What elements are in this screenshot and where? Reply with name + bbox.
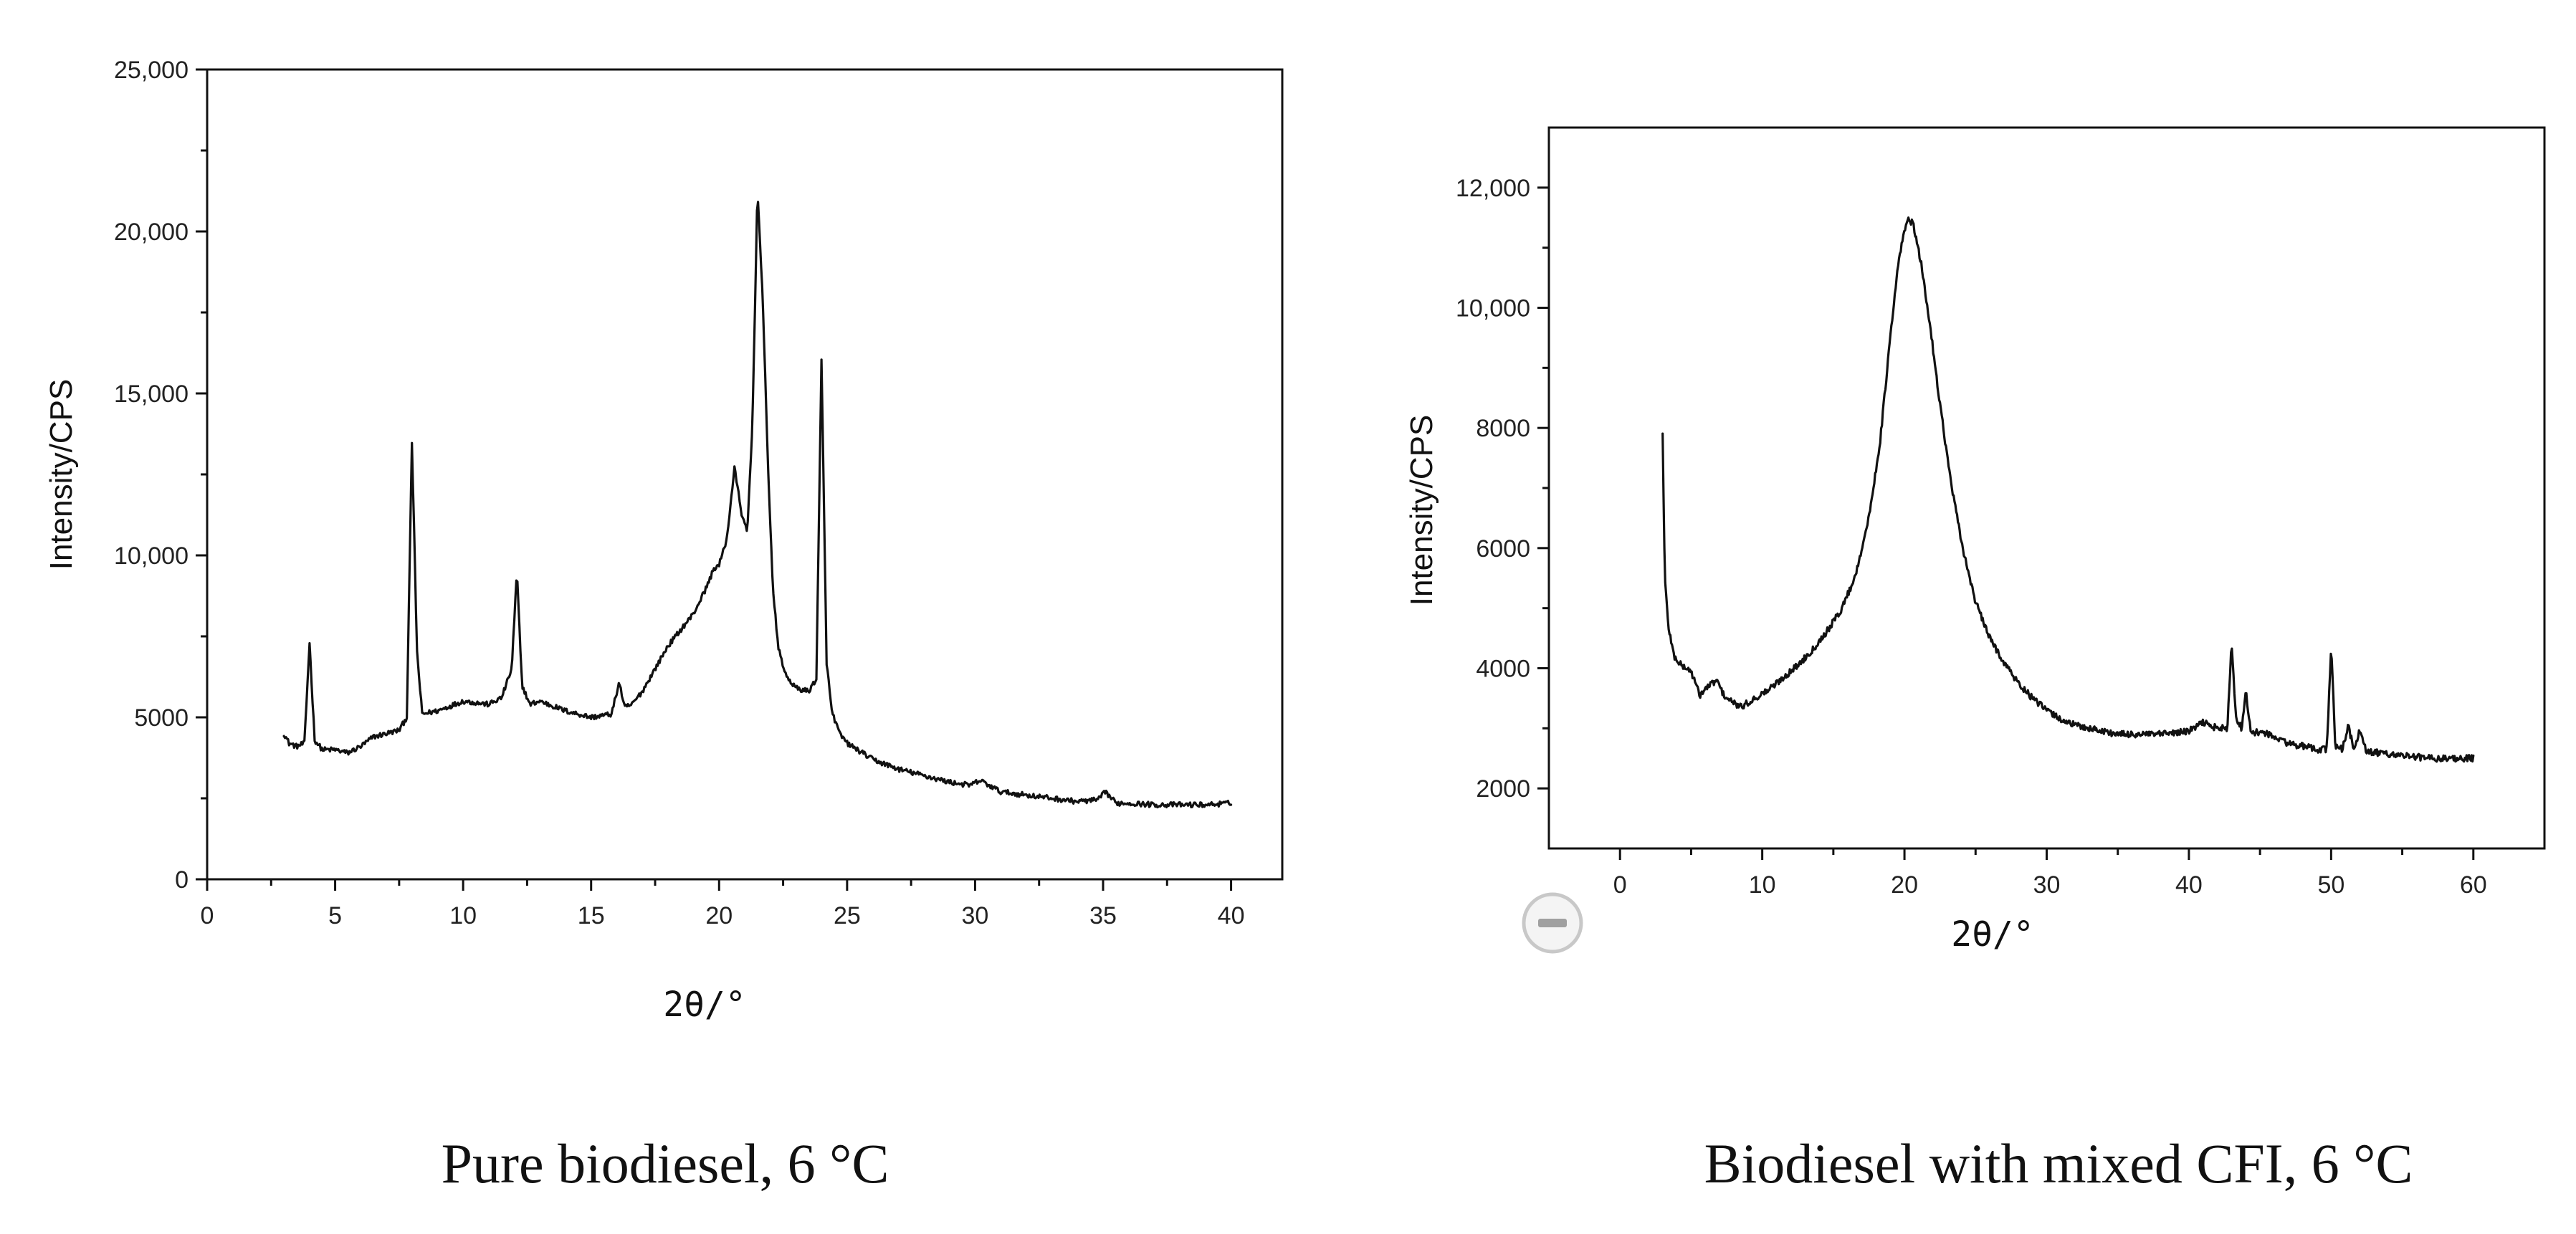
x-tick-label: 5 [328,902,342,929]
x-tick-label: 35 [1089,902,1117,929]
x-tick-label: 30 [2033,871,2061,899]
y-tick-label: 5000 [134,704,189,732]
x-tick-label: 40 [2175,871,2203,899]
y-axis-label: Intensity/CPS [44,379,79,570]
minus-icon [1538,919,1567,927]
y-tick-label: 12,000 [1456,175,1530,202]
x-axis-label: 2θ/° [1951,914,2034,955]
y-tick-label: 0 [175,866,189,894]
data-series [1661,216,2475,763]
x-tick-label: 50 [2317,871,2344,899]
y-axis-label: Intensity/CPS [1404,415,1439,606]
x-tick-label: 25 [834,902,861,929]
y-axis: 2000 4000 6000 8000 10,000 12,000 [1456,175,1549,803]
y-tick-label: 2000 [1476,775,1530,803]
x-tick-label: 20 [705,902,733,929]
y-tick-label: 4000 [1476,656,1530,683]
collapse-button[interactable] [1522,892,1583,954]
x-axis: 0 5 10 15 20 25 30 35 40 [201,879,1245,929]
y-tick-label: 25,000 [114,57,189,84]
series-line [1661,216,2475,763]
data-series [282,201,1233,809]
chart-pure-biodiesel: 0 5000 10,000 15,000 20,000 25,000 0 5 10 15 20 25… [44,57,1284,1195]
y-tick-label: 10,000 [114,542,189,570]
caption: Biodiesel with mixed CFI, 6 °C [1704,1132,2413,1195]
x-tick-label: 20 [1891,871,1918,899]
plot-frame [206,68,1284,881]
x-axis-label: 2θ/° [663,985,746,1025]
y-tick-label: 10,000 [1456,295,1530,322]
y-tick-label: 20,000 [114,219,189,246]
chart-biodiesel-cfi: 2000 4000 6000 8000 10,000 12,000 0 10 20 30 40 50… [1404,126,2546,1195]
x-tick-label: 0 [1613,871,1627,899]
x-tick-label: 0 [201,902,214,929]
x-tick-label: 30 [962,902,989,929]
y-tick-label: 6000 [1476,535,1530,563]
x-tick-label: 15 [578,902,605,929]
y-tick-label: 8000 [1476,415,1530,442]
series-line [282,201,1233,809]
y-axis: 0 5000 10,000 15,000 20,000 25,000 [114,57,207,894]
caption: Pure biodiesel, 6 °C [442,1132,889,1195]
x-tick-label: 10 [449,902,477,929]
x-tick-label: 40 [1218,902,1245,929]
x-axis: 0 10 20 30 40 50 60 [1613,848,2487,899]
x-tick-label: 60 [2460,871,2487,899]
y-tick-label: 15,000 [114,381,189,408]
plot-frame [1547,126,2546,850]
x-tick-label: 10 [1749,871,1776,899]
